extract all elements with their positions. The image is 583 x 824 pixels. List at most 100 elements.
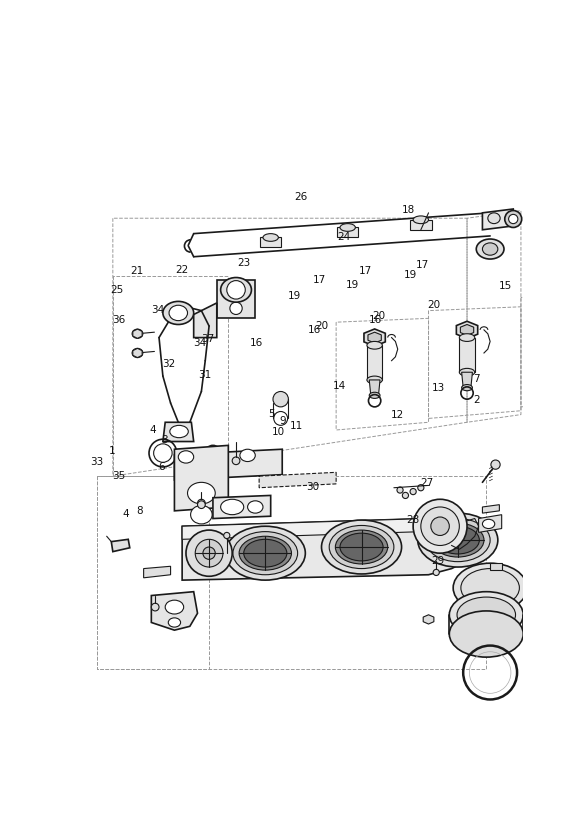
Text: 19: 19 bbox=[287, 291, 301, 301]
Ellipse shape bbox=[340, 223, 356, 232]
Text: 2: 2 bbox=[473, 396, 479, 405]
Polygon shape bbox=[194, 303, 217, 338]
Polygon shape bbox=[111, 540, 130, 551]
Text: 3: 3 bbox=[161, 435, 167, 445]
Ellipse shape bbox=[188, 482, 215, 504]
Ellipse shape bbox=[459, 334, 475, 341]
Polygon shape bbox=[410, 220, 431, 230]
Text: 28: 28 bbox=[406, 514, 420, 525]
Text: 29: 29 bbox=[431, 555, 445, 566]
Ellipse shape bbox=[491, 460, 500, 469]
Text: 17: 17 bbox=[312, 274, 326, 285]
Ellipse shape bbox=[461, 569, 519, 607]
Circle shape bbox=[154, 444, 172, 462]
Ellipse shape bbox=[476, 239, 504, 259]
Ellipse shape bbox=[413, 216, 429, 223]
Text: 20: 20 bbox=[427, 300, 440, 310]
Ellipse shape bbox=[369, 392, 380, 399]
Ellipse shape bbox=[488, 213, 500, 223]
Polygon shape bbox=[152, 592, 198, 630]
Polygon shape bbox=[490, 563, 502, 570]
Text: 16: 16 bbox=[250, 338, 263, 349]
Circle shape bbox=[413, 499, 467, 553]
Circle shape bbox=[224, 532, 230, 539]
Text: 34: 34 bbox=[151, 305, 164, 315]
Polygon shape bbox=[217, 280, 255, 318]
Polygon shape bbox=[143, 566, 171, 578]
Polygon shape bbox=[368, 332, 381, 343]
Text: 5: 5 bbox=[269, 410, 275, 419]
Ellipse shape bbox=[227, 281, 245, 299]
Ellipse shape bbox=[558, 375, 568, 382]
Text: 16: 16 bbox=[308, 325, 321, 335]
Text: 26: 26 bbox=[294, 192, 308, 202]
Ellipse shape bbox=[431, 523, 484, 557]
Polygon shape bbox=[182, 517, 475, 540]
Text: 37: 37 bbox=[202, 334, 215, 344]
Polygon shape bbox=[557, 316, 570, 326]
Ellipse shape bbox=[367, 341, 382, 349]
Ellipse shape bbox=[367, 376, 382, 384]
Circle shape bbox=[431, 517, 449, 536]
Text: 9: 9 bbox=[280, 416, 286, 426]
Text: 1: 1 bbox=[109, 446, 116, 456]
Ellipse shape bbox=[230, 302, 242, 315]
Circle shape bbox=[397, 487, 403, 493]
Text: 13: 13 bbox=[431, 382, 445, 392]
Polygon shape bbox=[456, 321, 477, 339]
Circle shape bbox=[195, 540, 223, 567]
Circle shape bbox=[418, 485, 424, 491]
Text: 14: 14 bbox=[332, 381, 346, 391]
Ellipse shape bbox=[165, 600, 184, 614]
Ellipse shape bbox=[321, 520, 402, 574]
Text: 25: 25 bbox=[110, 285, 124, 296]
Ellipse shape bbox=[449, 611, 523, 657]
Ellipse shape bbox=[191, 505, 212, 524]
Text: 27: 27 bbox=[420, 479, 433, 489]
Ellipse shape bbox=[508, 214, 518, 223]
Text: 17: 17 bbox=[359, 266, 372, 277]
Text: 33: 33 bbox=[90, 456, 103, 467]
Text: 36: 36 bbox=[113, 315, 126, 325]
Text: 8: 8 bbox=[136, 506, 143, 517]
Text: 10: 10 bbox=[272, 427, 285, 437]
Ellipse shape bbox=[168, 618, 181, 627]
Polygon shape bbox=[461, 325, 474, 335]
Polygon shape bbox=[364, 329, 385, 346]
Circle shape bbox=[198, 501, 205, 508]
Text: 16: 16 bbox=[368, 315, 382, 325]
Circle shape bbox=[232, 457, 240, 465]
Polygon shape bbox=[482, 209, 513, 230]
Ellipse shape bbox=[482, 519, 495, 528]
Polygon shape bbox=[482, 504, 500, 513]
Ellipse shape bbox=[556, 325, 571, 332]
Text: 12: 12 bbox=[391, 410, 404, 420]
Text: 21: 21 bbox=[131, 266, 144, 277]
Polygon shape bbox=[182, 517, 475, 580]
Text: 34: 34 bbox=[194, 338, 206, 349]
Ellipse shape bbox=[449, 592, 523, 638]
Text: 6: 6 bbox=[159, 462, 165, 472]
Text: 23: 23 bbox=[237, 258, 251, 268]
Ellipse shape bbox=[248, 501, 263, 513]
Polygon shape bbox=[213, 495, 271, 518]
Ellipse shape bbox=[178, 451, 194, 463]
Polygon shape bbox=[260, 237, 282, 247]
Ellipse shape bbox=[244, 540, 287, 567]
Polygon shape bbox=[133, 349, 142, 358]
Ellipse shape bbox=[225, 527, 305, 580]
Ellipse shape bbox=[263, 234, 279, 241]
Polygon shape bbox=[369, 380, 380, 396]
Polygon shape bbox=[459, 338, 475, 372]
Text: 18: 18 bbox=[402, 205, 416, 215]
Ellipse shape bbox=[233, 531, 298, 575]
Circle shape bbox=[410, 489, 416, 494]
Ellipse shape bbox=[329, 526, 394, 569]
Ellipse shape bbox=[453, 563, 527, 612]
Text: 30: 30 bbox=[305, 482, 319, 492]
Polygon shape bbox=[337, 227, 359, 237]
Polygon shape bbox=[174, 449, 282, 480]
Text: 20: 20 bbox=[315, 321, 329, 331]
Ellipse shape bbox=[556, 359, 571, 367]
Text: 32: 32 bbox=[162, 359, 175, 369]
